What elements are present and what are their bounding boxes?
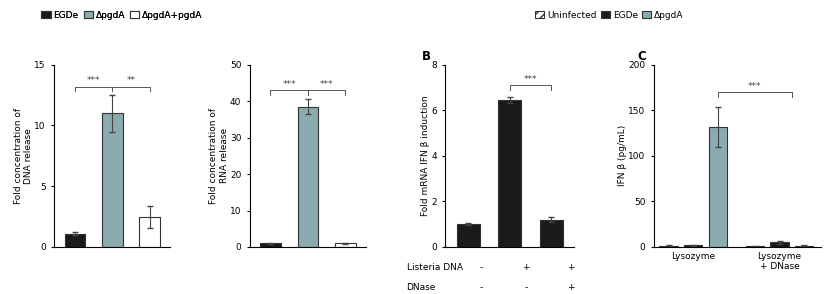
Bar (457, 224, 480, 247)
Text: ***: *** (283, 80, 296, 89)
Text: +: + (522, 263, 530, 272)
Text: -: - (525, 283, 528, 293)
Bar (499, 100, 521, 247)
Bar (659, 245, 678, 247)
Bar (709, 127, 727, 247)
Text: +: + (566, 263, 574, 272)
Text: DNase: DNase (406, 283, 436, 293)
Bar (771, 242, 789, 247)
Bar (64, 234, 85, 247)
Text: -: - (480, 263, 483, 272)
Text: ***: *** (319, 80, 334, 89)
Y-axis label: Fold concentration of
DNA release: Fold concentration of DNA release (13, 108, 33, 204)
Bar (298, 107, 318, 247)
Text: ***: *** (748, 82, 761, 91)
Text: **: ** (127, 76, 135, 85)
Text: ***: *** (524, 75, 537, 84)
Text: ***: *** (87, 76, 100, 85)
Bar (684, 245, 702, 247)
Text: C: C (637, 50, 646, 63)
Bar (540, 220, 563, 247)
Text: Listeria DNA: Listeria DNA (406, 263, 463, 272)
Bar (335, 243, 355, 247)
Legend: Uninfected, EGDe, ΔpgdA: Uninfected, EGDe, ΔpgdA (531, 7, 687, 24)
Bar (139, 217, 160, 247)
Bar (746, 246, 764, 247)
Text: -: - (480, 283, 483, 293)
Y-axis label: Fold concentration of
RNA release: Fold concentration of RNA release (209, 108, 229, 204)
Y-axis label: Fold mRNA IFN β induction: Fold mRNA IFN β induction (421, 96, 430, 216)
Text: +: + (566, 283, 574, 293)
Bar (260, 243, 281, 247)
Text: B: B (422, 50, 431, 63)
Legend: EGDe, ΔpgdA, ΔpgdA+pgdA: EGDe, ΔpgdA, ΔpgdA+pgdA (38, 7, 206, 24)
Bar (102, 113, 123, 247)
Y-axis label: IFN β (pg/mL): IFN β (pg/mL) (618, 125, 626, 186)
Bar (795, 245, 813, 247)
